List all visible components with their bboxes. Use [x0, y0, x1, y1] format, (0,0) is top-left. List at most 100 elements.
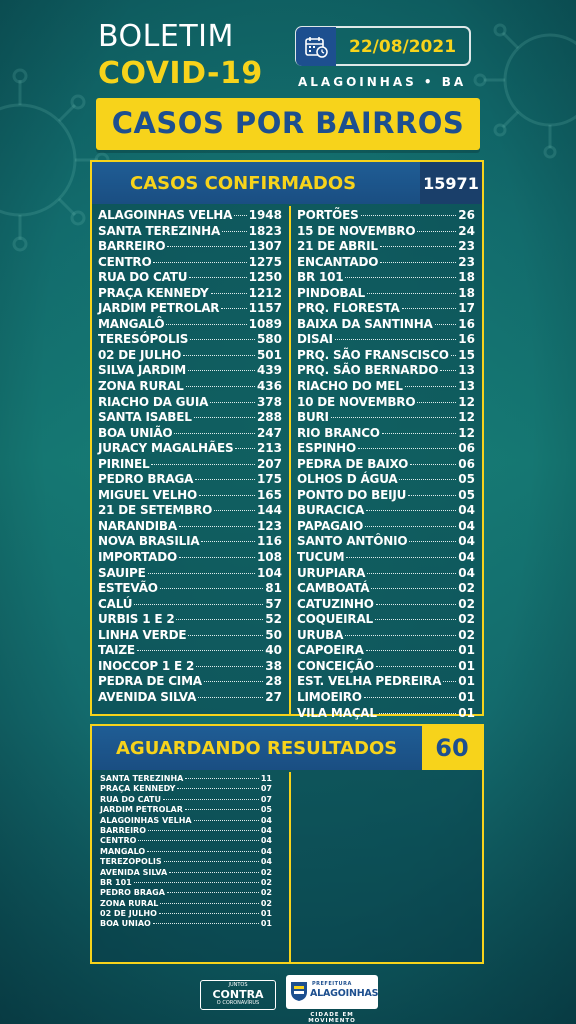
neighborhood-name: PEDRA DE BAIXO [297, 456, 409, 471]
neighborhood-name: TUCUM [297, 550, 345, 565]
list-item: CENTRO 1275 [98, 255, 282, 271]
neighborhood-name: BARREIRO [100, 825, 147, 835]
dot-leader [234, 215, 247, 216]
neighborhood-name: SANTA ISABEL [98, 410, 192, 425]
neighborhood-name: PORTÕES [297, 208, 359, 222]
dot-leader [443, 681, 457, 683]
dot-leader [167, 246, 247, 248]
dot-leader [404, 386, 457, 388]
dot-leader [210, 292, 247, 294]
list-item: SANTA TEREZINHA 11 [100, 774, 272, 784]
dot-leader [136, 650, 264, 652]
neighborhood-name: INOCCOP 1 E 2 [98, 658, 195, 673]
list-item: PRAÇA KENNEDY 1212 [98, 286, 282, 302]
list-item: RIO BRANCO 12 [297, 426, 475, 442]
neighborhood-name: TEREZOPOLIS [100, 857, 162, 867]
awaiting-list: SANTA TEREZINHA 11 PRAÇA KENNEDY 07 RUA DO C… [100, 774, 272, 930]
list-item: NOVA BRASILIA 116 [98, 534, 282, 550]
case-count: 05 [458, 487, 475, 502]
case-count: 1948 [248, 208, 282, 222]
dot-leader [196, 665, 264, 667]
dot-leader [138, 840, 259, 842]
dot-leader [147, 572, 255, 574]
list-item: PRAÇA KENNEDY 07 [100, 784, 272, 794]
neighborhood-name: JARDIM PETROLAR [100, 805, 183, 815]
dot-leader [179, 557, 255, 559]
date-badge: 22/08/2021 [295, 26, 471, 66]
dot-leader [193, 819, 259, 821]
neighborhood-name: URBIS 1 E 2 [98, 612, 175, 627]
neighborhood-name: PEDRO BRAGA [98, 472, 194, 487]
dot-leader [166, 323, 247, 325]
dot-leader [360, 215, 457, 216]
neighborhood-name: MANGALÔ [98, 316, 165, 331]
neighborhood-name: OLHOS D ÁGUA [297, 472, 398, 487]
neighborhood-name: RUA DO CATU [100, 794, 162, 804]
case-count: 12 [458, 394, 475, 409]
confirmed-cases-header: CASOS CONFIRMADOS 15971 [92, 162, 482, 204]
dot-leader [417, 401, 457, 403]
dot-leader [375, 603, 457, 605]
case-count: 436 [256, 379, 282, 394]
list-item: SANTA ISABEL 288 [98, 410, 282, 426]
neighborhood-name: JURACY MAGALHÃES [98, 441, 234, 456]
dot-leader [399, 479, 457, 481]
case-count: 18 [458, 270, 475, 285]
dot-leader [365, 650, 457, 652]
list-item: 10 DE NOVEMBRO 12 [297, 395, 475, 411]
case-count: 07 [260, 794, 272, 804]
contra-logo-top: JUNTOS [228, 982, 248, 988]
neighborhood-name: PRQ. SÃO BERNARDO [297, 363, 439, 378]
neighborhood-name: RUA DO CATU [98, 270, 188, 285]
dot-leader [375, 619, 457, 621]
neighborhood-name: ESPINHO [297, 441, 356, 456]
dot-leader [334, 339, 457, 341]
case-count: 02 [260, 898, 272, 908]
neighborhood-name: EST. VELHA PEDREIRA [297, 674, 442, 689]
case-count: 378 [256, 394, 282, 409]
contra-coronavirus-logo: JUNTOS CONTRA O CORONAVÍRUS [200, 980, 276, 1010]
case-count: 02 [458, 627, 475, 642]
dot-leader [345, 277, 457, 279]
list-item: BR 101 18 [297, 270, 475, 286]
case-count: 580 [256, 332, 282, 347]
neighborhood-name: PEDRO BRAGA [100, 888, 165, 898]
awaiting-results-label: AGUARDANDO RESULTADOS [116, 738, 398, 759]
dot-leader [169, 871, 259, 873]
list-item: BOA UNIAO 01 [100, 919, 272, 929]
list-item: CAPOEIRA 01 [297, 643, 475, 659]
dot-leader [434, 323, 457, 325]
case-count: 18 [458, 285, 475, 300]
awaiting-results-header: AGUARDANDO RESULTADOS 60 [92, 726, 482, 770]
dot-leader [346, 557, 457, 559]
list-item: PEDRO BRAGA 175 [98, 472, 282, 488]
case-count: 1089 [248, 316, 282, 331]
list-item: PINDOBAL 18 [297, 286, 475, 302]
neighborhood-name: AVENIDA SILVA [98, 689, 197, 704]
neighborhood-name: BURI [297, 410, 329, 425]
case-count: 144 [256, 503, 282, 518]
case-count: 01 [458, 658, 475, 673]
case-count: 28 [265, 674, 282, 689]
case-count: 02 [260, 877, 272, 887]
neighborhood-name: PINDOBAL [297, 285, 365, 300]
list-item: RUA DO CATU 1250 [98, 270, 282, 286]
case-count: 40 [265, 643, 282, 658]
list-item: JARDIM PETROLAR 05 [100, 805, 272, 815]
prefeitura-label: PREFEITURA [312, 981, 352, 987]
list-item: MANGALO 04 [100, 847, 272, 857]
list-item: OLHOS D ÁGUA 05 [297, 472, 475, 488]
list-item: CONCEIÇÃO 01 [297, 659, 475, 675]
list-item: URUPIARA 04 [297, 566, 475, 582]
list-item: SAUIPE 104 [98, 566, 282, 582]
neighborhood-name: NARANDIBA [98, 518, 177, 533]
list-item: MIGUEL VELHO 165 [98, 488, 282, 504]
list-item: BAIXA DA SANTINHA 16 [297, 317, 475, 333]
case-count: 27 [265, 689, 282, 704]
list-item: CENTRO 04 [100, 836, 272, 846]
dot-leader [409, 541, 457, 543]
case-count: 38 [265, 658, 282, 673]
dot-leader [193, 417, 255, 419]
dot-leader [147, 850, 259, 852]
neighborhood-name: PAPAGAIO [297, 518, 364, 533]
